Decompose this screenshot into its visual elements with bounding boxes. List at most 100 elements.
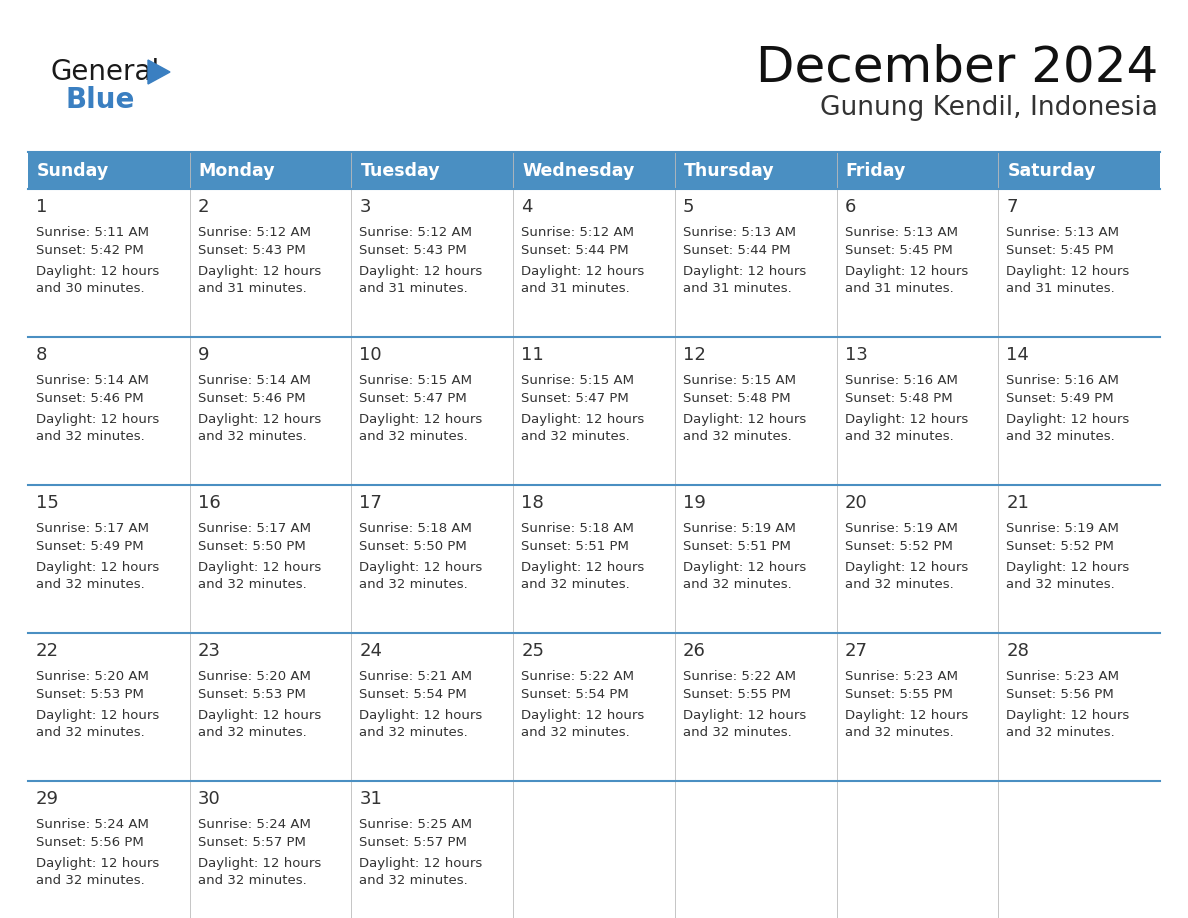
Text: and 32 minutes.: and 32 minutes. bbox=[683, 431, 791, 443]
Text: 13: 13 bbox=[845, 346, 867, 364]
Text: 26: 26 bbox=[683, 642, 706, 660]
Text: Sunset: 5:57 PM: Sunset: 5:57 PM bbox=[360, 836, 467, 849]
Text: Sunrise: 5:23 AM: Sunrise: 5:23 AM bbox=[845, 670, 958, 684]
Text: Daylight: 12 hours: Daylight: 12 hours bbox=[683, 264, 807, 277]
Bar bbox=[190, 781, 352, 918]
Text: Daylight: 12 hours: Daylight: 12 hours bbox=[197, 709, 321, 722]
Bar bbox=[836, 781, 998, 918]
Text: Daylight: 12 hours: Daylight: 12 hours bbox=[197, 264, 321, 277]
Text: and 32 minutes.: and 32 minutes. bbox=[360, 726, 468, 740]
Bar bbox=[29, 485, 190, 633]
Text: Sunrise: 5:12 AM: Sunrise: 5:12 AM bbox=[197, 227, 311, 240]
Text: and 32 minutes.: and 32 minutes. bbox=[845, 431, 953, 443]
Text: Sunset: 5:54 PM: Sunset: 5:54 PM bbox=[360, 688, 467, 701]
Bar bbox=[675, 781, 836, 918]
Text: Sunrise: 5:13 AM: Sunrise: 5:13 AM bbox=[845, 227, 958, 240]
Text: Sunset: 5:56 PM: Sunset: 5:56 PM bbox=[36, 836, 144, 849]
Bar bbox=[998, 189, 1159, 337]
Text: Monday: Monday bbox=[198, 162, 276, 180]
Text: Daylight: 12 hours: Daylight: 12 hours bbox=[845, 264, 968, 277]
Text: Thursday: Thursday bbox=[684, 162, 775, 180]
Bar bbox=[836, 337, 998, 485]
Bar bbox=[352, 152, 513, 189]
Text: and 32 minutes.: and 32 minutes. bbox=[197, 726, 307, 740]
Bar bbox=[675, 337, 836, 485]
Text: 28: 28 bbox=[1006, 642, 1029, 660]
Text: Daylight: 12 hours: Daylight: 12 hours bbox=[1006, 709, 1130, 722]
Bar bbox=[998, 633, 1159, 781]
Bar bbox=[513, 337, 675, 485]
Text: 23: 23 bbox=[197, 642, 221, 660]
Text: Daylight: 12 hours: Daylight: 12 hours bbox=[360, 561, 482, 574]
Text: Sunset: 5:56 PM: Sunset: 5:56 PM bbox=[1006, 688, 1114, 701]
Polygon shape bbox=[148, 60, 170, 84]
Text: and 32 minutes.: and 32 minutes. bbox=[522, 726, 630, 740]
Bar bbox=[352, 189, 513, 337]
Text: Daylight: 12 hours: Daylight: 12 hours bbox=[36, 561, 159, 574]
Bar bbox=[190, 633, 352, 781]
Text: and 32 minutes.: and 32 minutes. bbox=[36, 578, 145, 591]
Bar bbox=[675, 633, 836, 781]
Text: and 32 minutes.: and 32 minutes. bbox=[1006, 726, 1116, 740]
Text: Daylight: 12 hours: Daylight: 12 hours bbox=[845, 709, 968, 722]
Text: Gunung Kendil, Indonesia: Gunung Kendil, Indonesia bbox=[820, 95, 1158, 121]
Text: 17: 17 bbox=[360, 494, 383, 512]
Bar bbox=[190, 189, 352, 337]
Text: Sunset: 5:45 PM: Sunset: 5:45 PM bbox=[845, 244, 953, 258]
Text: 3: 3 bbox=[360, 198, 371, 216]
Text: and 32 minutes.: and 32 minutes. bbox=[36, 875, 145, 888]
Bar bbox=[29, 152, 190, 189]
Bar bbox=[352, 337, 513, 485]
Text: 4: 4 bbox=[522, 198, 532, 216]
Text: 8: 8 bbox=[36, 346, 48, 364]
Text: Sunrise: 5:24 AM: Sunrise: 5:24 AM bbox=[197, 819, 310, 832]
Text: and 32 minutes.: and 32 minutes. bbox=[522, 431, 630, 443]
Bar bbox=[513, 781, 675, 918]
Text: Sunrise: 5:18 AM: Sunrise: 5:18 AM bbox=[360, 522, 473, 535]
Text: Sunset: 5:52 PM: Sunset: 5:52 PM bbox=[845, 541, 953, 554]
Text: Tuesday: Tuesday bbox=[360, 162, 440, 180]
Text: Sunrise: 5:25 AM: Sunrise: 5:25 AM bbox=[360, 819, 473, 832]
Text: Wednesday: Wednesday bbox=[523, 162, 634, 180]
Text: Sunset: 5:49 PM: Sunset: 5:49 PM bbox=[1006, 393, 1114, 406]
Text: Sunrise: 5:16 AM: Sunrise: 5:16 AM bbox=[845, 375, 958, 387]
Text: December 2024: December 2024 bbox=[756, 44, 1158, 92]
Text: Sunset: 5:47 PM: Sunset: 5:47 PM bbox=[522, 393, 628, 406]
Text: 1: 1 bbox=[36, 198, 48, 216]
Text: Daylight: 12 hours: Daylight: 12 hours bbox=[360, 856, 482, 869]
Text: Sunrise: 5:13 AM: Sunrise: 5:13 AM bbox=[683, 227, 796, 240]
Text: Sunset: 5:44 PM: Sunset: 5:44 PM bbox=[683, 244, 790, 258]
Text: and 30 minutes.: and 30 minutes. bbox=[36, 283, 145, 296]
Text: Daylight: 12 hours: Daylight: 12 hours bbox=[522, 264, 644, 277]
Text: Sunset: 5:52 PM: Sunset: 5:52 PM bbox=[1006, 541, 1114, 554]
Text: Sunrise: 5:18 AM: Sunrise: 5:18 AM bbox=[522, 522, 634, 535]
Text: Sunset: 5:55 PM: Sunset: 5:55 PM bbox=[683, 688, 791, 701]
Text: 10: 10 bbox=[360, 346, 383, 364]
Bar bbox=[29, 781, 190, 918]
Text: 29: 29 bbox=[36, 790, 59, 808]
Text: and 31 minutes.: and 31 minutes. bbox=[360, 283, 468, 296]
Text: Sunset: 5:48 PM: Sunset: 5:48 PM bbox=[845, 393, 953, 406]
Text: 31: 31 bbox=[360, 790, 383, 808]
Text: and 32 minutes.: and 32 minutes. bbox=[683, 578, 791, 591]
Text: 18: 18 bbox=[522, 494, 544, 512]
Bar bbox=[352, 781, 513, 918]
Text: and 32 minutes.: and 32 minutes. bbox=[360, 431, 468, 443]
Text: Sunrise: 5:11 AM: Sunrise: 5:11 AM bbox=[36, 227, 148, 240]
Bar bbox=[836, 189, 998, 337]
Text: Sunset: 5:53 PM: Sunset: 5:53 PM bbox=[197, 688, 305, 701]
Text: Sunrise: 5:22 AM: Sunrise: 5:22 AM bbox=[683, 670, 796, 684]
Bar bbox=[513, 152, 675, 189]
Text: 9: 9 bbox=[197, 346, 209, 364]
Text: Sunset: 5:46 PM: Sunset: 5:46 PM bbox=[36, 393, 144, 406]
Text: Sunrise: 5:24 AM: Sunrise: 5:24 AM bbox=[36, 819, 148, 832]
Text: Daylight: 12 hours: Daylight: 12 hours bbox=[197, 856, 321, 869]
Text: Sunrise: 5:22 AM: Sunrise: 5:22 AM bbox=[522, 670, 634, 684]
Bar bbox=[675, 152, 836, 189]
Text: 25: 25 bbox=[522, 642, 544, 660]
Bar bbox=[190, 485, 352, 633]
Text: Sunrise: 5:19 AM: Sunrise: 5:19 AM bbox=[845, 522, 958, 535]
Text: and 32 minutes.: and 32 minutes. bbox=[845, 578, 953, 591]
Bar bbox=[675, 485, 836, 633]
Text: Daylight: 12 hours: Daylight: 12 hours bbox=[845, 412, 968, 426]
